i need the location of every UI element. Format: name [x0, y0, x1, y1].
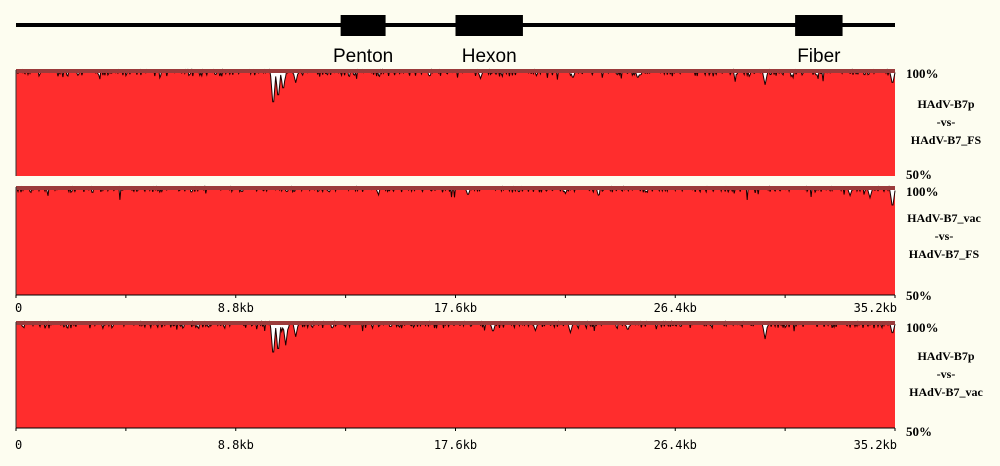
- conservation-area: [16, 322, 895, 428]
- x-tick-label: 35.2kb: [854, 301, 897, 315]
- comparison-label-line: HAdV-B7_FS: [909, 247, 980, 261]
- y-bottom-label: 50%: [906, 288, 932, 303]
- y-top-label: 100%: [906, 66, 939, 81]
- x-tick-label: 26.4kb: [654, 301, 697, 315]
- gene-label-penton: Penton: [333, 46, 393, 67]
- genome-map: Penton Hexon Fiber: [16, 15, 895, 67]
- x-tick-label: 26.4kb: [654, 438, 697, 452]
- comparison-label-line: -vs-: [937, 367, 956, 381]
- alignment-panel-3: 100% 50% HAdV-B7p -vs- HAdV-B7_vac 0 8.8kb 17.6…: [15, 320, 984, 452]
- comparison-label-line: HAdV-B7p: [917, 349, 974, 363]
- x-tick-label: 8.8kb: [218, 301, 254, 315]
- comparison-label-line: HAdV-B7_vac: [909, 385, 983, 399]
- comparison-label-line: HAdV-B7_FS: [911, 133, 982, 147]
- y-bottom-label: 50%: [906, 424, 932, 439]
- gene-box-fiber: [795, 15, 843, 36]
- alignment-panels: 100% 50% HAdV-B7p -vs- HAdV-B7_FS 100% 50% HAdV…: [15, 66, 984, 452]
- conservation-area: [16, 187, 895, 295]
- x-tick-label: 17.6kb: [434, 438, 477, 452]
- conservation-area: [16, 70, 895, 176]
- comparison-label-line: HAdV-B7p: [917, 97, 974, 111]
- y-bottom-label: 50%: [906, 167, 932, 182]
- gene-box-penton: [340, 15, 386, 36]
- top-reference-band: [16, 186, 895, 190]
- alignment-panel-1: 100% 50% HAdV-B7p -vs- HAdV-B7_FS: [15, 66, 982, 182]
- top-reference-band: [16, 321, 895, 325]
- x-tick-label: 17.6kb: [434, 301, 477, 315]
- top-reference-band: [16, 69, 895, 73]
- y-top-label: 100%: [906, 184, 939, 199]
- y-top-label: 100%: [906, 320, 939, 335]
- gene-label-fiber: Fiber: [797, 46, 841, 67]
- x-tick-label: 0: [15, 438, 22, 452]
- alignment-panel-2: 100% 50% HAdV-B7_vac -vs- HAdV-B7_FS 0 8.8kb 17…: [15, 184, 982, 315]
- comparison-label-line: HAdV-B7_vac: [907, 211, 981, 225]
- x-tick-label: 35.2kb: [854, 438, 897, 452]
- gene-label-hexon: Hexon: [462, 46, 517, 67]
- comparison-label-line: -vs-: [935, 229, 954, 243]
- x-tick-label: 8.8kb: [218, 438, 254, 452]
- gene-box-hexon: [455, 15, 523, 36]
- comparison-label-line: -vs-: [937, 115, 956, 129]
- x-tick-label: 0: [15, 301, 22, 315]
